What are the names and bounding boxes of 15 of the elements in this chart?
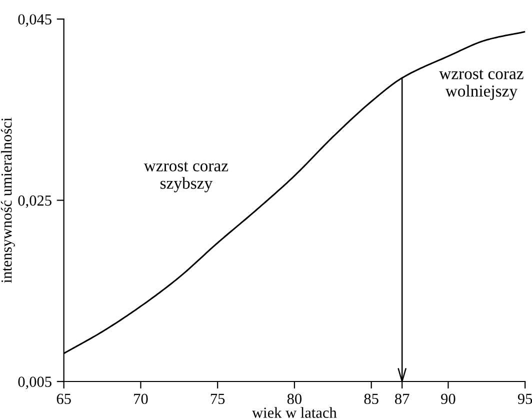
x-tick-label: 70 <box>134 394 148 404</box>
annotation: wzrost coraz szybszy <box>144 162 228 192</box>
x-tick-label: 90 <box>441 394 456 404</box>
y-tick-label: 0,045 <box>18 14 52 27</box>
x-tick-label: 65 <box>56 394 71 404</box>
x-tick-label: 75 <box>210 394 225 404</box>
x-tick-label: 80 <box>287 394 302 404</box>
y-axis-title: intensywność umieralności <box>0 118 15 283</box>
x-tick-label: 95 <box>518 394 532 404</box>
y-tick-label: 0,005 <box>18 376 52 390</box>
x-tick-label: 87 <box>395 394 410 404</box>
x-axis-title: wiek w latach <box>252 407 337 418</box>
x-tick-label: 85 <box>364 394 378 404</box>
annotation: wzrost coraz wolniejszy <box>439 70 524 100</box>
y-tick-label: 0,025 <box>18 195 52 208</box>
